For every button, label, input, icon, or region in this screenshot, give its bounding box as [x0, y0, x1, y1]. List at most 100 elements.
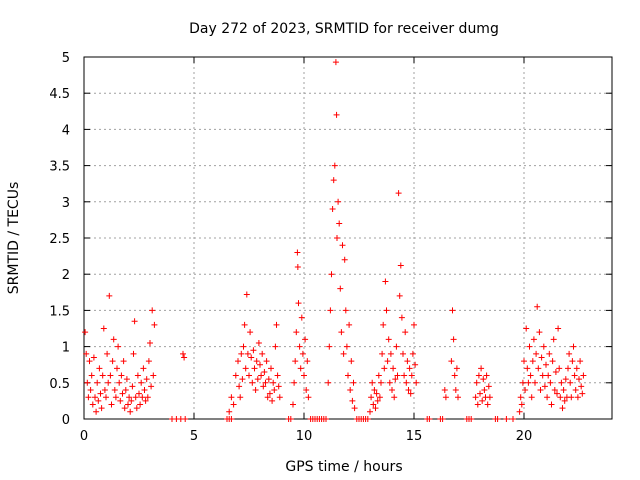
- x-tick-label: 15: [406, 429, 423, 444]
- data-point: [118, 372, 125, 379]
- data-point: [569, 358, 576, 365]
- data-point: [93, 408, 100, 415]
- data-point: [571, 372, 578, 379]
- data-point: [117, 397, 124, 404]
- data-point: [305, 394, 312, 401]
- data-point: [303, 387, 310, 394]
- data-point: [576, 376, 582, 383]
- data-point: [559, 405, 566, 412]
- data-point: [547, 379, 554, 386]
- data-point: [291, 379, 298, 386]
- data-point: [228, 416, 235, 422]
- data-point: [473, 379, 480, 386]
- data-point: [252, 387, 259, 394]
- data-point: [151, 321, 158, 328]
- data-point: [532, 379, 538, 386]
- data-point: [339, 242, 346, 249]
- data-point: [114, 365, 120, 372]
- data-point: [390, 365, 397, 372]
- data-point: [261, 368, 268, 375]
- data-point: [84, 379, 91, 386]
- y-tick-label: 1.5: [49, 304, 70, 319]
- data-point: [577, 358, 584, 365]
- data-point: [264, 394, 271, 401]
- data-point: [96, 365, 103, 372]
- data-point: [338, 329, 345, 336]
- data-point: [574, 394, 581, 401]
- y-tick-label: 2.5: [49, 232, 70, 247]
- data-point: [298, 314, 305, 321]
- data-point: [116, 379, 123, 386]
- data-point: [441, 387, 448, 394]
- data-point: [468, 416, 475, 422]
- data-point: [126, 394, 133, 401]
- data-point: [112, 394, 119, 401]
- data-point: [82, 329, 89, 336]
- data-point: [276, 394, 283, 401]
- data-point: [328, 271, 335, 278]
- data-point: [518, 401, 525, 408]
- data-point: [299, 350, 306, 357]
- data-point: [255, 339, 262, 346]
- data-point: [350, 379, 357, 386]
- data-point: [238, 350, 245, 357]
- data-point: [131, 318, 138, 325]
- data-point: [378, 379, 384, 386]
- data-point: [474, 401, 481, 408]
- data-point: [253, 358, 260, 365]
- data-point: [139, 394, 146, 401]
- data-point: [394, 372, 401, 379]
- data-point: [449, 307, 456, 314]
- data-point: [349, 397, 356, 404]
- data-point: [453, 365, 460, 372]
- data-point: [567, 379, 574, 386]
- data-point: [260, 383, 267, 390]
- data-point: [334, 235, 340, 241]
- data-point: [232, 372, 239, 379]
- series-0: [82, 59, 587, 415]
- data-point: [293, 329, 300, 336]
- data-point: [348, 358, 355, 365]
- data-point: [541, 383, 548, 390]
- data-point: [525, 379, 532, 386]
- data-point: [274, 372, 281, 379]
- data-point: [110, 336, 117, 343]
- data-point: [266, 390, 273, 397]
- data-point: [332, 59, 339, 66]
- data-point: [290, 401, 296, 408]
- data-point: [523, 325, 530, 332]
- plot-frame: [83, 56, 613, 420]
- data-point: [295, 300, 302, 307]
- data-point: [341, 256, 348, 263]
- data-point: [524, 365, 531, 372]
- y-tick-label: 4.5: [49, 87, 70, 102]
- data-point: [404, 358, 411, 365]
- data-point: [331, 162, 338, 169]
- data-point: [343, 343, 350, 350]
- data-point: [373, 390, 380, 397]
- data-point: [92, 394, 98, 401]
- data-point: [566, 350, 573, 357]
- data-point: [540, 343, 547, 350]
- data-point: [99, 372, 106, 379]
- data-point: [87, 387, 94, 394]
- data-point: [239, 376, 246, 383]
- data-point: [301, 372, 307, 379]
- data-point: [550, 336, 557, 343]
- data-point: [120, 358, 127, 365]
- data-point: [544, 394, 551, 401]
- data-point: [405, 387, 412, 394]
- data-point: [479, 397, 486, 404]
- data-point: [132, 394, 139, 401]
- y-tick-label: 3.5: [49, 160, 70, 175]
- data-point: [448, 358, 455, 365]
- data-point: [259, 350, 266, 357]
- data-point: [141, 387, 148, 394]
- data-point: [400, 350, 406, 357]
- data-point: [375, 372, 382, 379]
- data-point: [351, 405, 358, 412]
- data-point: [481, 387, 488, 394]
- data-point: [455, 394, 461, 401]
- data-point: [537, 387, 544, 394]
- data-point: [384, 358, 391, 365]
